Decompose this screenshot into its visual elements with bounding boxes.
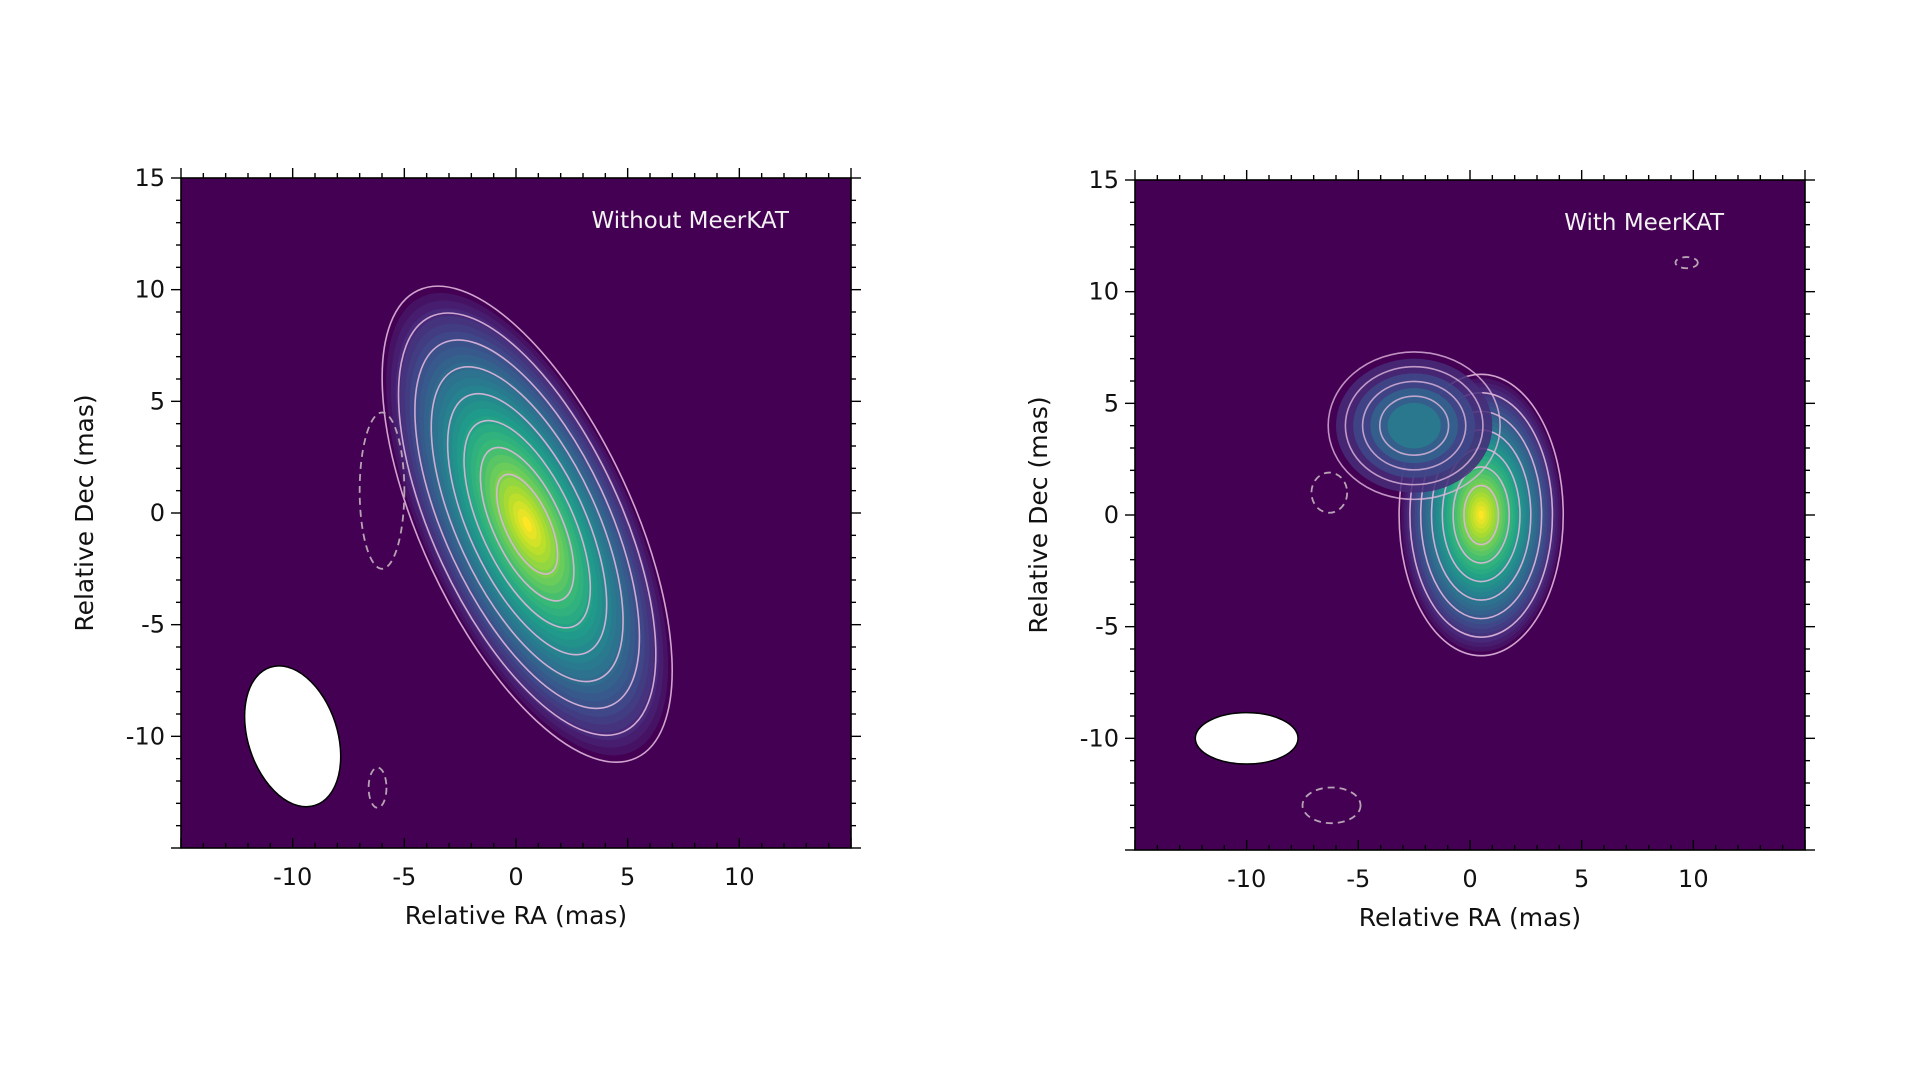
y-tick-label: -5 [141,611,165,639]
contour-line [1452,466,1510,564]
y-tick-label: 15 [1088,166,1119,194]
contour-line [1327,351,1501,501]
contour-line [446,392,608,656]
x-tick-label: -5 [392,863,416,891]
x-tick-label: 0 [508,863,523,891]
y-tick-label: 5 [150,387,165,415]
contour-line [495,473,559,575]
contour-line [1378,395,1450,456]
contour-line [1398,373,1565,657]
y-tick-label: 5 [1104,389,1119,417]
y-axis-label: Relative Dec (mas) [1024,396,1053,633]
x-axis-label: Relative RA (mas) [405,901,627,930]
beam-ellipse [243,665,342,808]
contour-line [479,446,575,602]
x-tick-label: 5 [1574,865,1589,893]
y-tick-label: 0 [150,499,165,527]
chart-with-meerkat: -10 -5 0 5 10 15 10 5 0 -5 -10 Relative RA (mas) Rel… [1024,166,1815,932]
y-tick-label: 10 [1088,278,1119,306]
contour-line [1361,380,1467,471]
y-axis-label: Relative Dec (mas) [70,394,99,631]
negative-contour [358,411,406,570]
x-tick-label: 5 [620,863,635,891]
extension-fill [1387,402,1441,449]
panel-label: With MeerKAT [1564,210,1725,236]
contour-line [1463,484,1500,546]
y-tick-label: -5 [1095,613,1119,641]
contour-line [1344,365,1484,486]
contour-line [381,285,673,763]
axis-ticks [171,168,861,849]
image-layer [1194,256,1699,825]
contour-line [397,312,657,737]
chart-without-meerkat: -10 -5 0 5 10 15 10 5 0 -5 -10 Relative RA (mas) Rel… [70,164,861,930]
panel-label: Without MeerKAT [591,208,789,234]
emission-level [522,516,532,532]
x-tick-label: 10 [1678,865,1709,893]
axis-ticks [1125,170,1815,851]
x-tick-label: 0 [1462,865,1477,893]
y-tick-label: 10 [134,276,165,304]
negative-contour [367,766,388,809]
contour-line [430,365,624,683]
negative-contour [1301,786,1362,825]
image-layer [243,285,673,809]
x-tick-label: -5 [1346,865,1370,893]
y-tick-label: -10 [126,722,165,750]
negative-contour [1310,471,1349,514]
y-tick-label: -10 [1080,724,1119,752]
contour-line [414,339,641,710]
x-tick-label: 10 [724,863,755,891]
y-tick-label: 0 [1104,501,1119,529]
beam-ellipse [1194,711,1299,765]
x-tick-label: -10 [1227,865,1266,893]
negative-contour [1674,256,1699,270]
source-emission [381,285,673,763]
x-axis-label: Relative RA (mas) [1359,903,1581,932]
contour-line [463,419,592,629]
y-tick-label: 15 [134,164,165,192]
emission-level [1478,510,1484,520]
x-tick-label: -10 [273,863,312,891]
